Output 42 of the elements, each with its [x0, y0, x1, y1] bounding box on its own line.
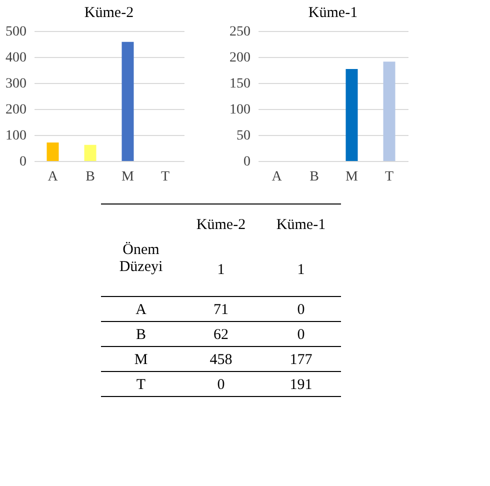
y-tick-label: 300	[6, 76, 26, 92]
bar	[46, 142, 59, 161]
bar	[122, 42, 134, 161]
x-tick-label: B	[86, 170, 95, 184]
y-tick-label: 250	[230, 24, 250, 40]
x-tick-label: T	[160, 170, 170, 184]
x-tick-label: A	[272, 170, 283, 184]
text: Önem Düzeyi	[119, 241, 163, 275]
bar	[84, 144, 96, 161]
category-label: A	[136, 302, 147, 318]
y-tick-label: 200	[6, 102, 26, 118]
y-tick-label: 150	[230, 76, 250, 92]
text: 1	[217, 262, 225, 278]
y-tick-label: 100	[230, 102, 250, 118]
y-tick-label: 0	[244, 154, 250, 170]
text: 1	[297, 262, 305, 278]
x-tick-label: A	[48, 170, 59, 184]
text: Küme-1	[276, 217, 326, 233]
category-label: T	[136, 377, 146, 393]
category-label: B	[136, 327, 146, 343]
x-tick-label: B	[310, 170, 319, 184]
data-label: 0	[297, 327, 305, 343]
data-label: 458	[210, 352, 232, 368]
data-label: 62	[214, 327, 228, 343]
data-label: 191	[290, 377, 312, 393]
x-tick-label: M	[122, 170, 135, 184]
chart-title: Küme-1	[308, 5, 358, 21]
x-tick-label: M	[346, 170, 359, 184]
y-tick-label: 500	[6, 24, 26, 40]
data-label: 0	[217, 377, 225, 393]
y-tick-label: 400	[6, 50, 26, 66]
x-tick-label: T	[384, 170, 394, 184]
y-tick-label: 50	[236, 128, 250, 144]
y-tick-label: 0	[20, 154, 26, 170]
y-tick-label: 200	[230, 50, 250, 66]
data-label: 177	[290, 352, 313, 368]
chart-title: Küme-2	[84, 5, 134, 21]
text: Küme-2	[196, 217, 246, 233]
data-label: 71	[214, 302, 228, 318]
data-label: 0	[297, 302, 305, 318]
category-label: M	[134, 352, 148, 368]
y-tick-label: 100	[6, 128, 26, 144]
